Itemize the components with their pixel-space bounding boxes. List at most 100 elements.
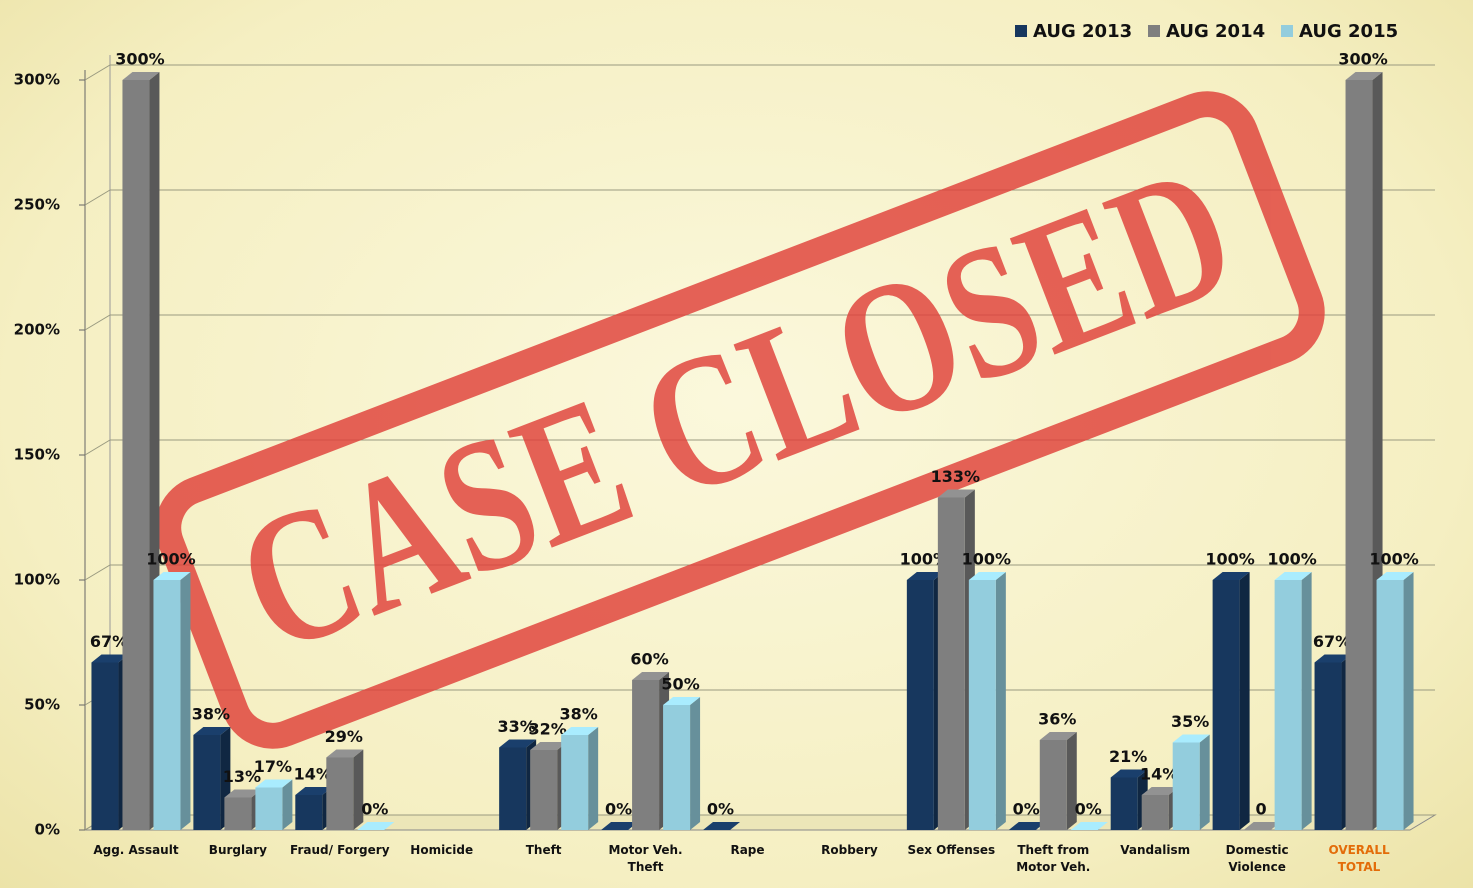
bar-top [1243,822,1281,830]
y-tick-label: 100% [14,571,60,589]
bar-top [122,72,160,80]
bar [561,735,589,830]
bar-top [1172,734,1210,743]
data-label: 36% [1038,710,1076,729]
bar [255,787,283,830]
legend-swatch [1015,25,1027,37]
bar [1172,742,1200,830]
data-label: 100% [900,550,949,569]
data-label: 21% [1109,747,1147,766]
bar [122,80,150,830]
bar-side [180,572,191,830]
bar-top [937,489,975,498]
bar [1212,580,1240,830]
grid-line [84,314,1435,331]
data-label: 13% [223,767,261,786]
stamp-border [155,91,1325,749]
bar [193,735,221,830]
data-label: 67% [1313,632,1351,651]
legend-swatch [1148,25,1160,37]
data-label: 100% [962,550,1011,569]
bar-top [906,572,944,580]
x-tick-label: Motor Veh. Theft [608,843,683,874]
data-label: 67% [90,632,128,651]
bar [632,680,660,830]
bar-side [588,727,599,830]
grid-line [84,439,1435,456]
x-tick-label: Homicide [410,843,474,857]
bar-top [1376,572,1414,580]
x-tick-label: Domestic Violence [1225,843,1289,874]
bar-top [326,749,364,758]
data-label: 133% [931,467,980,486]
x-tick-label: Vandalism [1120,843,1191,857]
bar [663,705,691,830]
bar [1274,580,1302,830]
data-label: 100% [1267,550,1316,569]
bar-top [663,697,701,705]
x-tick-label: Agg. Assault [93,843,179,857]
legend-swatch [1281,25,1293,37]
legend-label: AUG 2015 [1299,21,1398,42]
data-label: 33% [498,717,536,736]
bar-top [153,572,191,580]
y-tick-label: 50% [24,696,60,714]
legend-label: AUG 2014 [1166,21,1265,42]
bar-side [353,749,364,830]
bar-top [561,727,599,735]
bar-top [224,789,262,798]
bar-side [1066,732,1077,830]
stamp: CASE CLOSED [155,91,1325,749]
bar-top [968,572,1006,580]
bar [91,662,119,830]
bar [1314,662,1342,830]
bar-top [1141,787,1179,795]
bar-side [1403,572,1414,830]
bar-top [1110,769,1148,778]
data-label: 0% [361,800,388,819]
bar [224,797,252,830]
data-label: 35% [1171,712,1209,731]
bar-top [530,742,568,750]
bar-top [1039,732,1077,740]
bar [1110,777,1138,830]
bar-top [1314,654,1352,663]
bar-top [193,727,231,735]
bar [1345,80,1373,830]
bar [906,580,934,830]
data-label: 38% [560,705,598,724]
x-tick-label: Burglary [208,843,267,857]
x-tick-label: Robbery [821,843,878,857]
bar-top [1212,572,1250,580]
bar-top [1008,822,1046,830]
bar-side [995,572,1006,830]
bar [530,750,558,830]
data-label: 300% [115,50,164,69]
data-label: 100% [146,550,195,569]
bar-top [601,822,639,830]
data-label: 100% [1369,550,1418,569]
bar-top [295,787,333,795]
y-tick-label: 150% [14,446,60,464]
data-label: 100% [1205,550,1254,569]
data-label: 0% [605,800,632,819]
bar [153,580,181,830]
data-label: 300% [1338,50,1387,69]
bar-side [690,697,701,830]
bar-side [1301,572,1312,830]
data-label: 0 [1256,800,1267,819]
x-tick-label: Theft from Motor Veh. [1016,843,1091,874]
data-label: 29% [325,727,363,746]
data-label: 0% [1075,800,1102,819]
y-tick-label: 200% [14,321,60,339]
grid-line [84,564,1435,581]
bar-top [703,822,740,830]
data-label: 0% [707,800,734,819]
bar [937,497,965,830]
x-tick-label: Theft [525,843,562,857]
data-label: 0% [1013,800,1040,819]
bar-top [632,672,670,680]
x-tick-label: Fraud/ Forgery [290,843,390,857]
